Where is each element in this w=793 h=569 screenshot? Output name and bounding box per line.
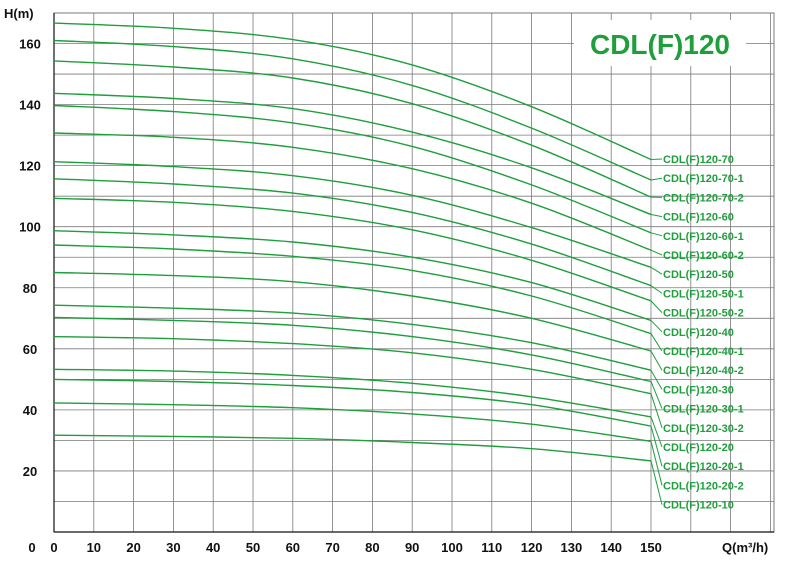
curve-line — [53, 22, 652, 161]
label-connectors — [650, 158, 663, 505]
curve-label: CDL(F)120-20-2 — [663, 480, 744, 492]
y-tick-label: 120 — [19, 159, 41, 174]
y-tick-label: 80 — [23, 281, 37, 296]
curve-label: CDL(F)120-30-1 — [663, 404, 744, 416]
curve-line — [53, 368, 652, 418]
curve-label: CDL(F)120-30 — [663, 384, 734, 396]
y-tick-label: 40 — [23, 403, 37, 418]
curve-line — [53, 244, 652, 335]
x-tick-label: 50 — [246, 540, 260, 555]
curve-label: CDL(F)120-50 — [663, 269, 734, 281]
label-connector — [650, 285, 663, 294]
curve-line — [53, 178, 652, 287]
x-tick-label: 20 — [126, 540, 140, 555]
label-connector — [650, 333, 663, 352]
curve-line — [53, 402, 652, 442]
curve-label: CDL(F)120-70-2 — [663, 192, 744, 204]
curve-labels: CDL(F)120-70 CDL(F)120-70-1 CDL(F)120-70-2… — [663, 154, 744, 512]
x-tick-label: 140 — [600, 540, 622, 555]
x-tick-label: 100 — [441, 540, 463, 555]
y-tick-label: 20 — [23, 464, 37, 479]
curve-line — [53, 316, 652, 383]
label-connector — [650, 441, 663, 486]
curve-label: CDL(F)120-30-2 — [663, 423, 744, 435]
label-connector — [650, 425, 663, 467]
curve-label: CDL(F)120-20 — [663, 442, 734, 454]
label-connector — [650, 177, 663, 181]
curve-label: CDL(F)120-50-2 — [663, 308, 744, 320]
curve-line — [53, 92, 652, 216]
curve-label: CDL(F)120-20-1 — [663, 461, 744, 473]
x-tick-label: 70 — [325, 540, 339, 555]
curve-line — [53, 39, 652, 181]
label-connector — [650, 158, 663, 161]
x-tick-label: 90 — [405, 540, 419, 555]
x-tick-label: 40 — [206, 540, 220, 555]
x-tick-label: 120 — [521, 540, 543, 555]
title-box — [574, 20, 746, 66]
origin-label: 0 — [28, 540, 35, 555]
label-connector — [650, 214, 663, 218]
x-tick-labels: 0 10 20 30 40 50 60 70 80 90 100 110 120 130 140 150 — [50, 540, 661, 555]
x-tick-label: 10 — [87, 540, 101, 555]
label-connector — [650, 350, 663, 371]
curve-label: CDL(F)120-40-2 — [663, 365, 744, 377]
label-connector — [650, 300, 663, 313]
label-connector — [650, 460, 663, 505]
chart-title: CDL(F)120 — [590, 29, 730, 60]
curve-line — [53, 104, 652, 234]
curve-line — [53, 230, 652, 322]
curve-line — [53, 304, 652, 371]
label-connector — [650, 232, 663, 237]
x-tick-label: 30 — [166, 540, 180, 555]
curve-line — [53, 378, 652, 427]
curve-line — [53, 335, 652, 395]
y-axis-title: H(m) — [4, 6, 34, 21]
x-tick-label: 110 — [481, 540, 502, 555]
label-connector — [650, 381, 663, 409]
curve-label: CDL(F)120-50-1 — [663, 288, 744, 300]
grid — [53, 12, 775, 533]
curve-line — [53, 132, 652, 251]
curve-line — [53, 271, 652, 352]
curve-label: CDL(F)120-60-1 — [663, 231, 744, 243]
label-connector — [650, 266, 663, 275]
x-tick-label: 130 — [561, 540, 583, 555]
curve-line — [53, 161, 652, 268]
curve-label: CDL(F)120-40-1 — [663, 346, 744, 358]
y-tick-labels: 20 40 60 80 100 120 140 160 — [19, 37, 41, 479]
curves — [53, 22, 652, 462]
curve-label: CDL(F)120-10 — [663, 500, 734, 512]
y-tick-label: 60 — [23, 342, 37, 357]
x-tick-label: 80 — [365, 540, 379, 555]
x-tick-label: 60 — [286, 540, 300, 555]
curve-label: CDL(F)120-70-1 — [663, 173, 744, 185]
x-axis-title: Q(m³/h) — [722, 540, 768, 555]
y-tick-label: 100 — [19, 220, 41, 235]
label-connector — [650, 320, 663, 333]
x-tick-label: 150 — [640, 540, 662, 555]
label-connector — [650, 393, 663, 428]
curve-label: CDL(F)120-60 — [663, 212, 734, 224]
x-tick-label: 0 — [50, 540, 57, 555]
label-connector — [650, 249, 663, 256]
curve-line — [53, 434, 652, 462]
y-tick-label: 160 — [19, 37, 41, 52]
curve-label: CDL(F)120-70 — [663, 154, 734, 166]
curve-label: CDL(F)120-40 — [663, 327, 734, 339]
y-tick-label: 140 — [19, 98, 41, 113]
label-connector — [650, 369, 663, 390]
label-connector — [650, 416, 663, 448]
curve-label: CDL(F)120-60-2 — [663, 250, 744, 262]
curve-line — [53, 60, 652, 198]
curve-line — [53, 197, 652, 302]
